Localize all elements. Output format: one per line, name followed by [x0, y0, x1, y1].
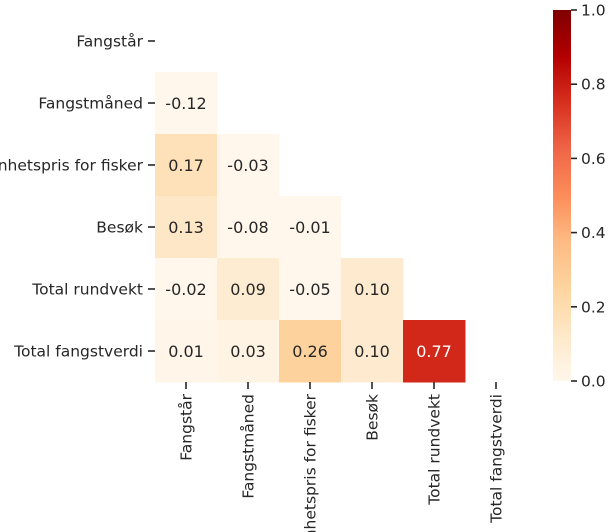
- colorbar-tick-label: 1.0: [581, 2, 606, 20]
- x-tick-label: Total rundvekt: [426, 394, 444, 506]
- heatmap-cell: [155, 196, 218, 259]
- heatmap-value-label: -0.01: [289, 218, 330, 237]
- y-tick-label: Fangstmåned: [38, 95, 143, 113]
- heatmap-value-label: -0.02: [165, 280, 206, 299]
- heatmap-value-labels: -0.12 0.17 -0.03 0.13 -0.08 -0.01 -0.02 0.09 -0.…: [165, 94, 452, 361]
- heatmap-value-label: 0.10: [354, 280, 390, 299]
- heatmap-cell: [155, 258, 218, 321]
- heatmap-cell: [155, 134, 218, 197]
- colorbar-tick-label: 0.6: [581, 150, 606, 168]
- colorbar-tick-label: 0.8: [581, 76, 606, 94]
- heatmap-cell: [217, 320, 280, 383]
- heatmap-cell: [155, 320, 218, 383]
- heatmap-value-label: -0.05: [289, 280, 330, 299]
- colorbar: 0.0 0.2 0.4 0.6 0.8 1.0: [553, 2, 606, 391]
- y-axis: Fangstår Fangstmåned Enhetspris for fisker…: [0, 33, 155, 361]
- heatmap-value-label: 0.10: [354, 342, 390, 361]
- heatmap-value-label: 0.26: [292, 342, 328, 361]
- heatmap-value-label: -0.03: [227, 156, 268, 175]
- heatmap-value-label: 0.13: [168, 218, 204, 237]
- heatmap-value-label: 0.03: [230, 342, 266, 361]
- colorbar-tick-label: 0.4: [581, 224, 606, 242]
- x-tick-label: Total fangstverdi: [488, 394, 506, 524]
- colorbar-tick-label: 0.2: [581, 298, 606, 316]
- heatmap-value-label: 0.77: [416, 342, 452, 361]
- heatmap-cell: [403, 320, 466, 383]
- heatmap-cell: [341, 258, 404, 321]
- heatmap-value-label: -0.08: [227, 218, 268, 237]
- heatmap-cell: [155, 72, 218, 135]
- colorbar-tick-label: 0.0: [581, 373, 606, 391]
- heatmap-cell: [279, 320, 342, 383]
- y-tick-label: Enhetspris for fisker: [0, 157, 144, 175]
- heatmap-cell: [279, 258, 342, 321]
- y-tick-label: Fangstår: [76, 33, 143, 51]
- x-tick-label: Fangstmåned: [240, 394, 258, 499]
- x-tick-label: Besøk: [364, 394, 382, 441]
- heatmap-cell: [341, 320, 404, 383]
- x-axis: Fangstår Fangstmåned Enhetspris for fisker…: [178, 382, 506, 532]
- colorbar-gradient: [553, 10, 571, 381]
- heatmap-value-label: -0.12: [165, 94, 206, 113]
- x-tick-label: Enhetspris for fisker: [302, 393, 320, 532]
- heatmap-cell: [217, 258, 280, 321]
- heatmap-cell: [217, 134, 280, 197]
- heatmap-value-label: 0.09: [230, 280, 266, 299]
- y-tick-label: Total fangstverdi: [13, 343, 143, 361]
- heatmap-value-label: 0.17: [168, 156, 204, 175]
- y-tick-label: Total rundvekt: [31, 281, 143, 299]
- heatmap-cell: [217, 196, 280, 259]
- x-tick-label: Fangstår: [178, 393, 196, 460]
- y-tick-label: Besøk: [96, 219, 143, 237]
- heatmap-cells: [155, 72, 466, 383]
- heatmap-cell: [279, 196, 342, 259]
- heatmap-value-label: 0.01: [168, 342, 204, 361]
- colorbar-ticks: 0.0 0.2 0.4 0.6 0.8 1.0: [571, 2, 606, 391]
